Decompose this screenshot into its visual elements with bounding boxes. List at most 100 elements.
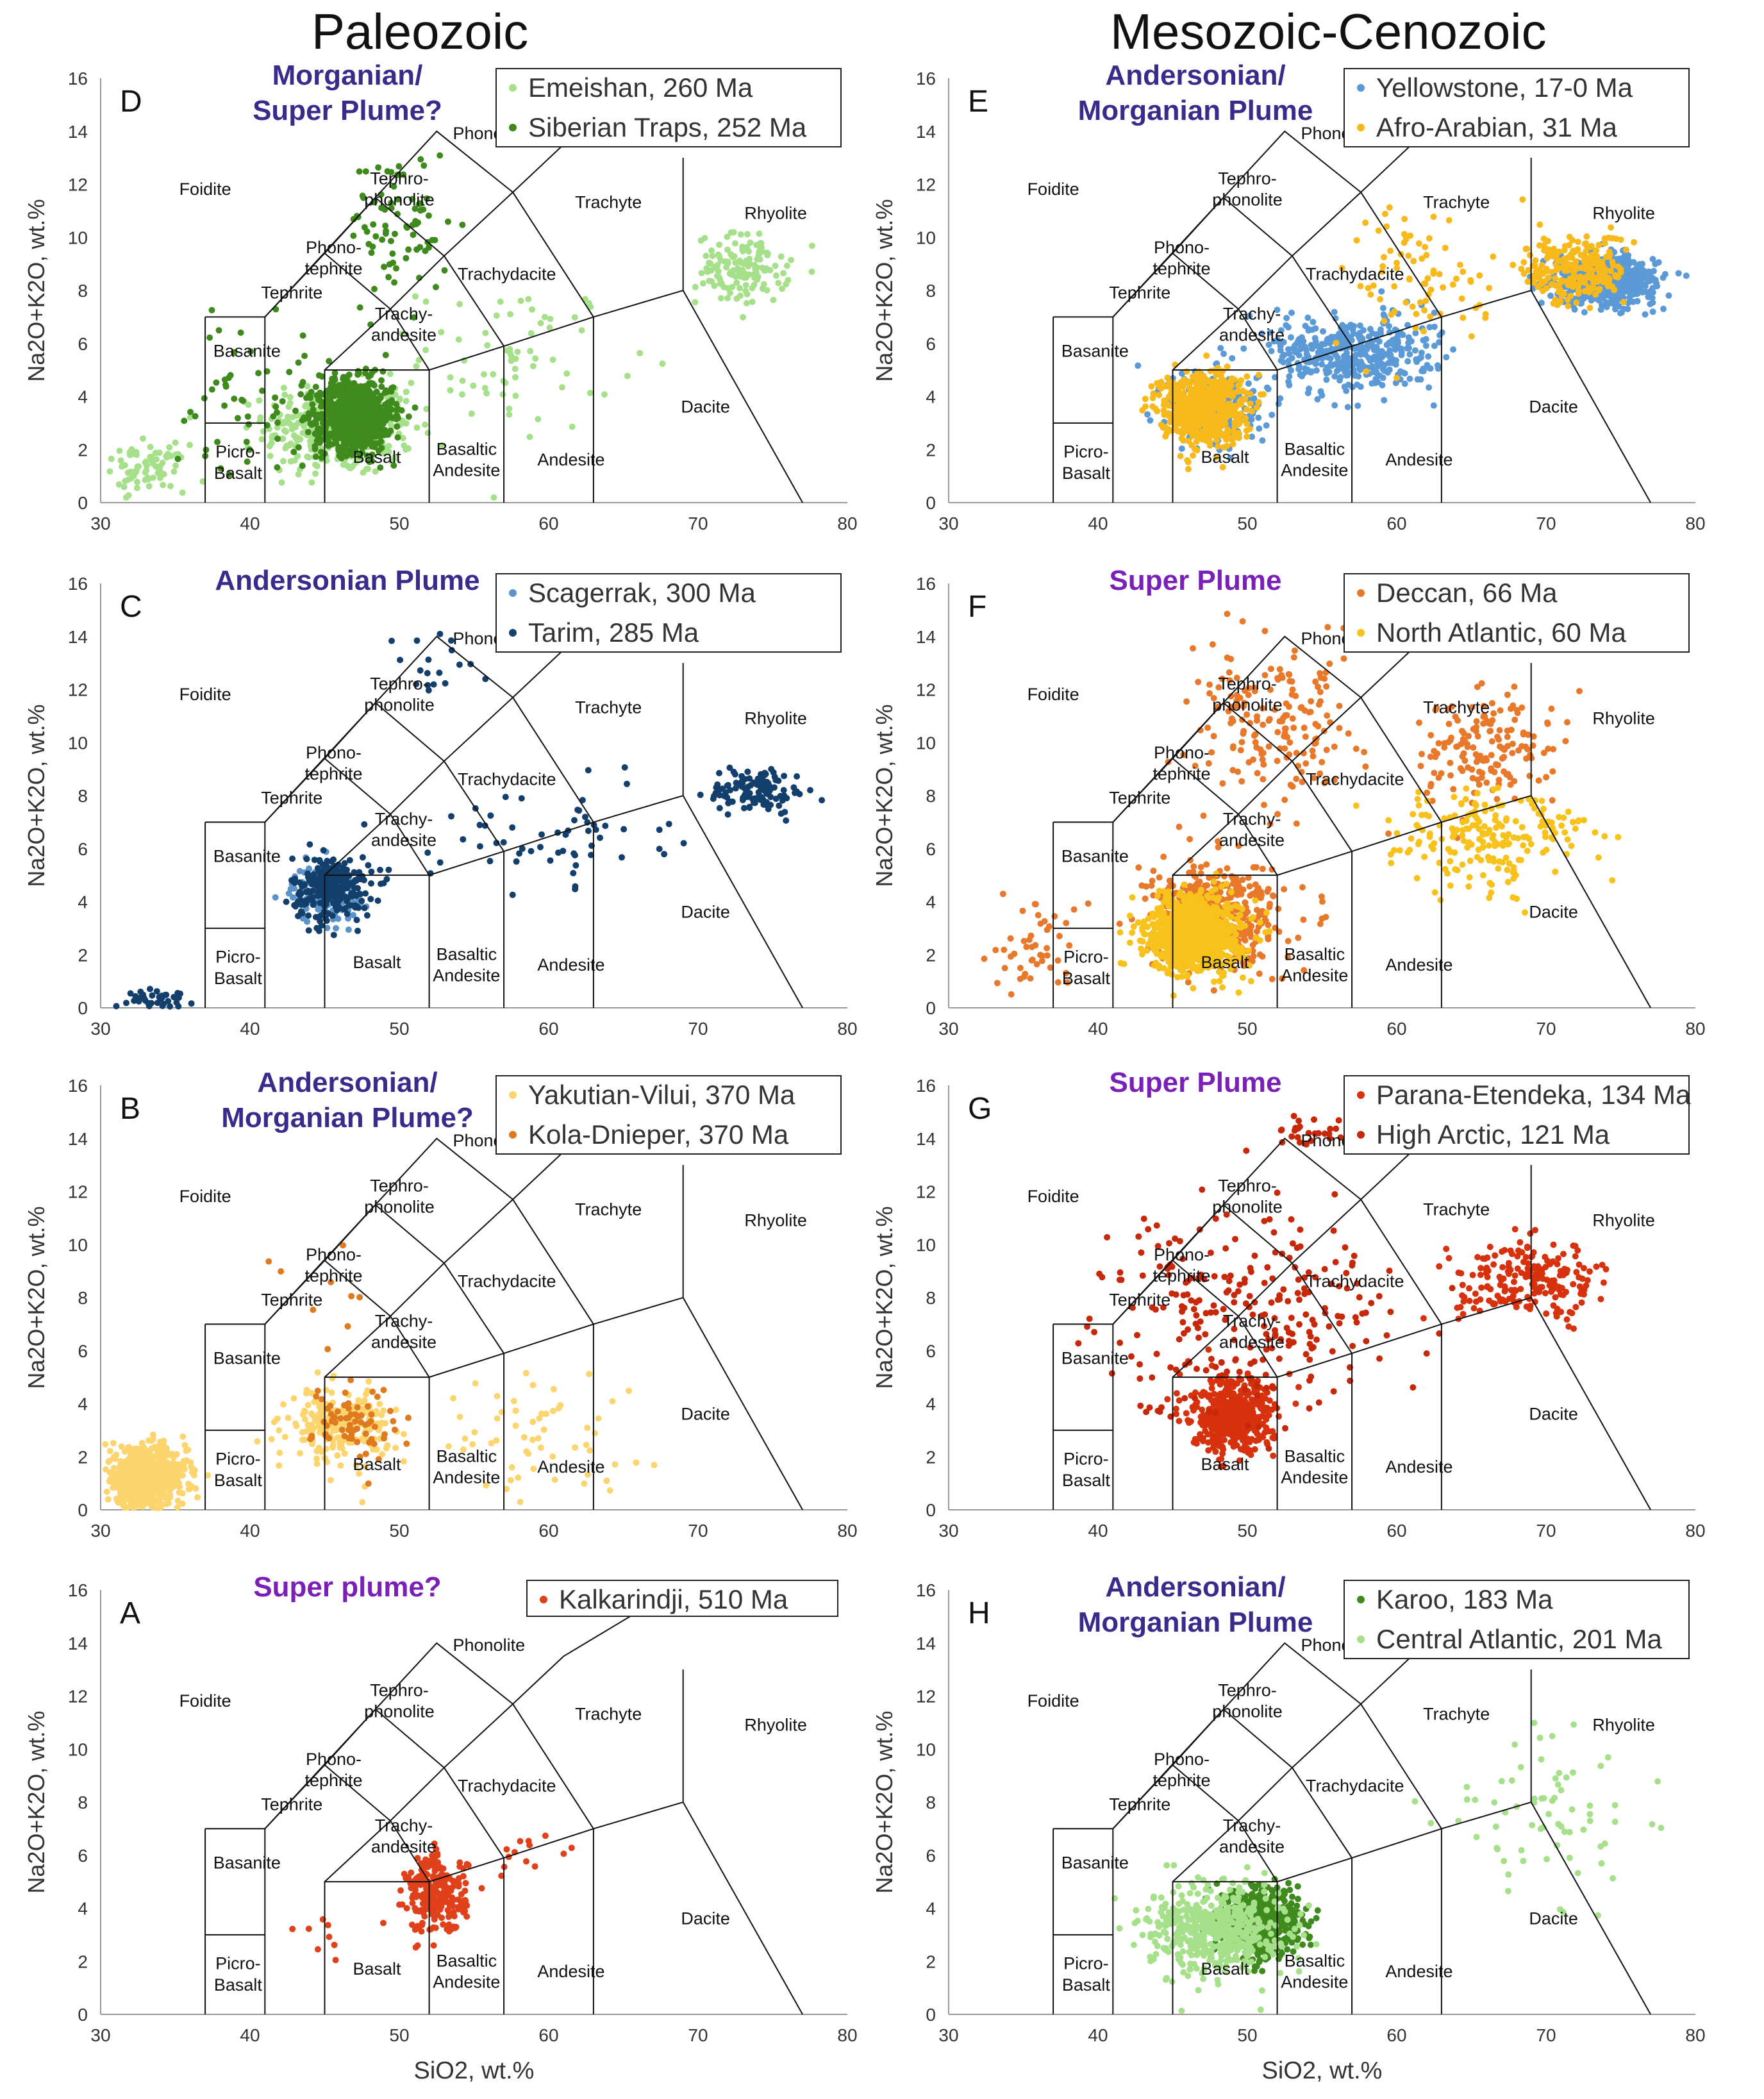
point-C-s1	[697, 791, 704, 798]
point-A-s0	[442, 1883, 449, 1890]
point-B-s1	[391, 1426, 398, 1434]
point-D-s0	[372, 468, 379, 475]
point-B-s1	[374, 1393, 381, 1400]
field-label-picrobasalt-2: Basalt	[214, 464, 263, 483]
point-D-s0	[569, 423, 576, 430]
point-C-s1	[374, 897, 381, 904]
point-D-s0	[179, 489, 186, 496]
legend-marker	[509, 84, 517, 92]
field-label-rhyolite: Rhyolite	[744, 1210, 807, 1230]
point-D-s1	[309, 401, 316, 408]
point-D-s0	[149, 460, 156, 467]
point-E-s0	[1268, 347, 1275, 355]
point-D-s1	[388, 238, 394, 244]
point-D-s0	[133, 485, 140, 492]
point-C-s0	[272, 894, 279, 901]
point-D-s0	[199, 478, 206, 485]
legend-marker	[540, 1596, 547, 1603]
point-E-s0	[1404, 358, 1411, 365]
point-D-s0	[763, 287, 770, 294]
point-C-s1	[425, 656, 432, 663]
y-tick-label: 14	[68, 1129, 88, 1149]
point-E-s0	[1408, 338, 1415, 345]
point-C-s1	[361, 821, 368, 828]
point-D-s0	[527, 347, 534, 355]
point-B-s0	[152, 1466, 159, 1473]
point-B-s0	[529, 1382, 537, 1389]
point-E-s0	[1660, 274, 1667, 281]
point-D-s1	[356, 168, 363, 175]
point-D-s0	[724, 295, 731, 301]
point-C-s1	[572, 862, 579, 869]
point-C-s1	[560, 848, 567, 855]
point-D-s0	[514, 348, 521, 355]
point-D-s0	[703, 253, 710, 260]
tas-boundaries	[204, 72, 803, 503]
point-B-s1	[405, 1414, 412, 1421]
field-label-tephrophonolite-1: Tephro-	[370, 674, 429, 694]
point-B-s0	[507, 1476, 514, 1484]
point-C-s1	[317, 872, 324, 879]
point-D-s1	[369, 380, 376, 387]
point-D-s1	[363, 452, 370, 459]
point-D-s1	[274, 419, 281, 426]
point-E-s0	[1379, 381, 1386, 389]
point-D-s1	[403, 255, 410, 262]
point-C-s1	[716, 769, 722, 776]
point-B-s0	[341, 1450, 348, 1457]
point-D-s1	[310, 406, 317, 413]
point-D-s0	[624, 372, 631, 380]
point-D-s0	[703, 265, 710, 272]
point-B-s0	[572, 1444, 579, 1451]
point-C-s1	[776, 802, 783, 809]
point-D-s0	[497, 298, 504, 305]
point-B-s0	[161, 1473, 168, 1480]
point-B-s0	[365, 1378, 372, 1385]
point-B-s0	[400, 1430, 407, 1437]
point-D-s0	[707, 260, 714, 267]
point-E-s0	[1392, 336, 1398, 343]
point-D-s1	[394, 412, 401, 419]
point-C-s1	[487, 812, 494, 819]
point-D-s0	[778, 253, 785, 260]
point-D-s0	[512, 374, 519, 381]
point-D-s1	[375, 395, 382, 402]
point-A-s0	[463, 1902, 470, 1909]
point-D-s1	[373, 389, 380, 395]
point-D-s0	[772, 262, 779, 269]
point-D-s1	[362, 168, 369, 175]
point-D-s0	[187, 442, 193, 449]
point-D-s1	[362, 370, 369, 377]
x-tick-label: 40	[240, 1521, 260, 1541]
field-label-basaltic-andesite-2: Andesite	[433, 966, 500, 985]
y-tick-label: 4	[78, 1394, 88, 1414]
point-D-s0	[108, 455, 115, 462]
point-E-s0	[1683, 272, 1690, 280]
point-B-s0	[167, 1472, 174, 1479]
point-C-s0	[345, 926, 352, 933]
point-D-s0	[493, 312, 500, 319]
point-B-s0	[297, 1450, 303, 1457]
point-C-s1	[751, 799, 758, 807]
point-D-s0	[171, 468, 178, 475]
point-D-s1	[388, 406, 395, 413]
point-B-s0	[392, 1407, 399, 1413]
field-label-andesite: Andesite	[537, 450, 604, 469]
point-D-s1	[355, 437, 362, 444]
point-D-s1	[217, 465, 224, 472]
y-tick-label: 10	[68, 733, 88, 753]
point-C-s1	[295, 912, 301, 919]
field-label-basaltic-andesite-1: Basaltic	[437, 1952, 497, 1971]
point-D-s0	[756, 230, 763, 237]
point-D-s1	[362, 408, 369, 415]
point-C-s1	[342, 905, 349, 912]
point-B-s0	[276, 1462, 283, 1469]
point-C-s1	[725, 799, 732, 807]
point-D-s0	[290, 432, 297, 439]
point-D-s0	[541, 314, 548, 321]
point-D-s0	[153, 456, 160, 463]
legend-entry: Emeishan, 260 Ma	[528, 72, 753, 103]
